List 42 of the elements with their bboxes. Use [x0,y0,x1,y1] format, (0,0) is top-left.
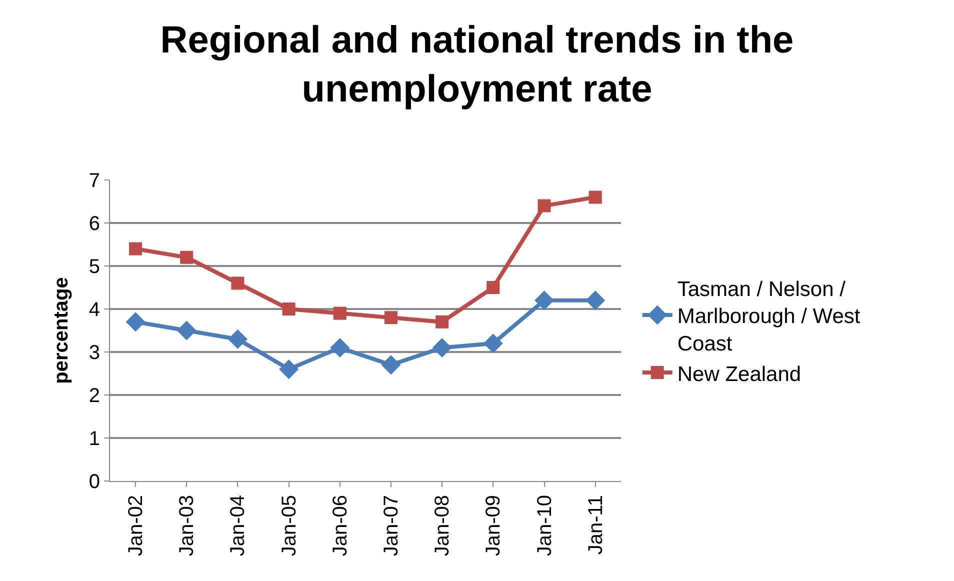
y-tick-label: 4 [88,299,100,321]
y-tick-label: 2 [88,385,100,407]
legend-label: Tasman / Nelson / Marlborough / West Coast [677,278,860,356]
point [432,338,452,358]
y-tick-label: 3 [88,342,100,364]
x-tick-label: Jan-07 [380,495,402,556]
x-tick-label: Jan-02 [125,495,148,556]
point [330,338,350,358]
y-tick-label: 5 [88,256,100,278]
point [129,242,142,256]
x-tick-label: Jan-06 [329,495,352,556]
point [384,311,398,324]
x-tick-label: Jan-05 [278,495,300,556]
point [333,306,346,320]
point [282,302,296,316]
x-tick-label: Jan-04 [227,495,250,556]
x-tick-label: Jan-11 [584,495,607,555]
x-tick-label: Jan-09 [482,495,505,556]
point [534,290,554,310]
point [483,334,503,354]
point [538,199,551,212]
point [231,276,244,290]
point [381,355,401,375]
y-tick-label: 7 [88,170,100,192]
y-tick-label: 1 [88,428,100,450]
y-tick-label: 0 [88,471,100,493]
y-axis-title: percentage [50,277,72,384]
point [436,315,449,328]
point [486,281,500,294]
chart-title: Regional and national trends in the unemployment rate [160,19,794,111]
point [588,190,602,204]
x-tick-label: Jan-10 [534,495,556,556]
point [126,312,146,332]
x-tick-label: Jan-03 [176,495,198,556]
x-tick-label: Jan-08 [432,495,454,556]
point [180,250,194,264]
legend-label: New Zealand [677,362,802,386]
point [279,359,299,379]
point [228,329,248,349]
point [176,320,196,340]
point [586,290,606,310]
y-tick-label: 6 [88,213,100,235]
